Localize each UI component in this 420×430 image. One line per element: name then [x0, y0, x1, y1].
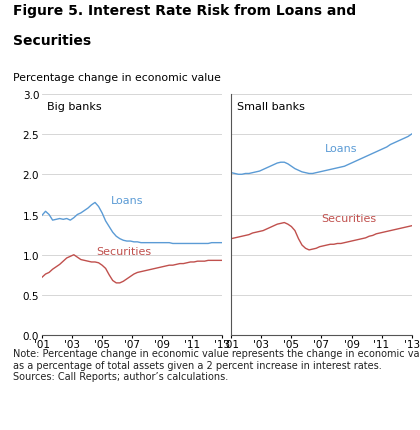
Text: Securities: Securities: [96, 246, 151, 256]
Text: Big banks: Big banks: [47, 102, 102, 112]
Text: Securities: Securities: [13, 34, 91, 48]
Text: Securities: Securities: [321, 213, 377, 223]
Text: Loans: Loans: [110, 195, 143, 206]
Text: Loans: Loans: [325, 144, 357, 154]
Text: Small banks: Small banks: [237, 102, 304, 112]
Text: Percentage change in economic value: Percentage change in economic value: [13, 73, 220, 83]
Text: Note: Percentage change in economic value represents the change in economic valu: Note: Percentage change in economic valu…: [13, 348, 420, 381]
Text: Figure 5. Interest Rate Risk from Loans and: Figure 5. Interest Rate Risk from Loans …: [13, 4, 356, 18]
